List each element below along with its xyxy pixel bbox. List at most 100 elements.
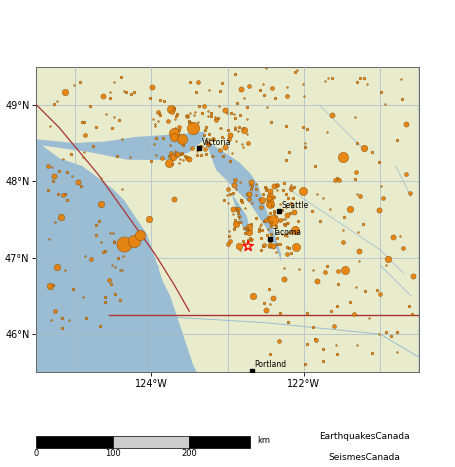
Point xyxy=(279,231,286,238)
Point xyxy=(186,156,193,163)
Point xyxy=(257,220,264,228)
Point xyxy=(176,160,183,167)
Point xyxy=(316,217,324,225)
Point xyxy=(209,135,217,143)
Point xyxy=(299,81,307,88)
Point xyxy=(346,205,354,212)
Point xyxy=(262,306,269,314)
Point xyxy=(225,185,232,193)
Point xyxy=(111,290,119,298)
Point xyxy=(273,222,280,230)
Point xyxy=(265,195,272,202)
Point xyxy=(234,205,242,212)
Point xyxy=(186,109,193,117)
Point xyxy=(265,286,272,293)
Point xyxy=(243,130,250,137)
Point xyxy=(122,88,130,95)
Point xyxy=(207,113,214,120)
Point xyxy=(167,105,174,112)
Point xyxy=(252,180,259,188)
Point xyxy=(225,232,233,240)
Point xyxy=(286,184,293,191)
Point xyxy=(232,125,239,133)
Point xyxy=(96,322,104,330)
Point xyxy=(191,111,198,118)
Point xyxy=(98,200,105,207)
Point xyxy=(232,220,239,228)
Point xyxy=(393,137,400,144)
Point xyxy=(119,239,126,246)
Point xyxy=(270,182,278,190)
Point xyxy=(111,263,118,270)
Point xyxy=(202,123,209,131)
Point xyxy=(283,92,291,99)
Point xyxy=(217,124,225,132)
Point xyxy=(363,81,370,88)
Point xyxy=(61,88,69,96)
Point xyxy=(268,118,275,126)
Point xyxy=(49,164,56,171)
Point xyxy=(239,125,246,132)
Point xyxy=(283,233,291,240)
Point xyxy=(107,280,115,287)
Point xyxy=(170,129,177,137)
Point xyxy=(270,209,278,217)
Point xyxy=(168,160,176,168)
Point xyxy=(389,234,397,241)
Point xyxy=(245,195,253,203)
Point xyxy=(219,152,227,160)
Point xyxy=(291,226,298,234)
Point xyxy=(238,85,245,92)
Point xyxy=(334,280,342,287)
Point xyxy=(299,188,307,195)
Point xyxy=(239,143,247,151)
Point xyxy=(303,310,311,317)
Point xyxy=(303,125,310,132)
Point xyxy=(225,127,232,134)
Point xyxy=(119,185,126,192)
Bar xyxy=(189,436,250,448)
Point xyxy=(264,200,271,208)
Point xyxy=(114,152,121,160)
Point xyxy=(46,235,53,243)
Point xyxy=(205,108,212,115)
Point xyxy=(402,170,410,177)
Point xyxy=(355,248,362,255)
Point xyxy=(177,138,184,145)
Text: SeismesCanada: SeismesCanada xyxy=(328,453,400,462)
Point xyxy=(292,243,299,250)
Point xyxy=(86,102,93,109)
Point xyxy=(233,206,241,213)
Point xyxy=(335,177,343,184)
Point xyxy=(236,214,243,221)
Point xyxy=(92,221,100,229)
Point xyxy=(279,215,287,223)
Point xyxy=(281,232,288,239)
Point xyxy=(356,192,364,200)
Point xyxy=(225,227,233,235)
Point xyxy=(266,241,273,248)
Point xyxy=(173,110,180,118)
Point xyxy=(157,111,164,119)
Point xyxy=(258,226,266,234)
Point xyxy=(253,215,260,222)
Point xyxy=(201,102,208,110)
Point xyxy=(49,177,56,185)
Point xyxy=(356,75,364,82)
Text: Seattle: Seattle xyxy=(282,201,309,210)
Point xyxy=(232,137,239,145)
Point xyxy=(99,92,106,99)
Point xyxy=(256,223,263,230)
Point xyxy=(114,255,121,262)
Point xyxy=(375,159,383,166)
Point xyxy=(165,153,172,160)
Point xyxy=(365,315,373,322)
Point xyxy=(105,276,112,283)
Point xyxy=(194,148,201,155)
Point xyxy=(304,340,311,348)
Point xyxy=(231,176,238,184)
Point xyxy=(352,168,359,175)
Point xyxy=(378,182,385,190)
Point xyxy=(266,210,273,217)
Point xyxy=(283,156,290,163)
